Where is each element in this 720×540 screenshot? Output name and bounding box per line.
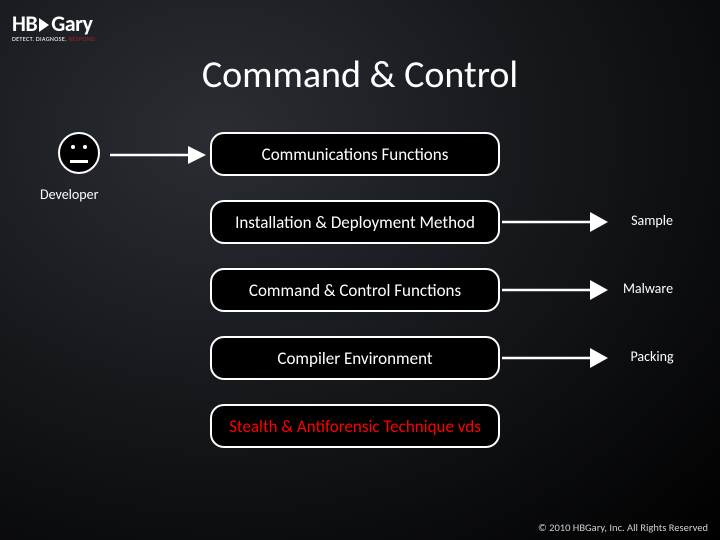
node-cc-functions: Command & Control Functions [210, 268, 500, 312]
logo-text-left: HB [12, 10, 37, 37]
node-compiler: Compiler Environment [210, 336, 500, 380]
tagline-diagnose: DIAGNOSE. [36, 35, 67, 43]
logo-text-right: Gary [51, 10, 92, 37]
node-communications: Communications Functions [210, 132, 500, 176]
node-stealth: Stealth & Antiforensic Technique vds [210, 404, 500, 448]
arrow-to-sample [500, 207, 610, 237]
developer-face-icon [58, 132, 100, 174]
node-label: Installation & Deployment Method [235, 212, 475, 233]
node-installation: Installation & Deployment Method [210, 200, 500, 244]
node-label: Stealth & Antiforensic Technique vds [229, 416, 481, 437]
arrow-to-packing [500, 343, 610, 373]
arrow-to-malware [500, 275, 610, 305]
logo: HB Gary DETECT. DIAGNOSE. RESPOND. [12, 10, 97, 43]
label-packing: Packing [612, 348, 692, 365]
label-malware: Malware [608, 280, 688, 297]
label-sample: Sample [612, 212, 692, 229]
arrow-developer-to-nodes [108, 140, 208, 170]
page-title: Command & Control [0, 52, 720, 98]
tagline-detect: DETECT. [12, 35, 34, 43]
tagline-respond: RESPOND. [69, 35, 97, 43]
node-label: Communications Functions [262, 144, 449, 165]
footer-copyright: © 2010 HBGary, Inc. All Rights Reserved [538, 521, 708, 534]
developer-label: Developer [40, 186, 98, 203]
node-label: Compiler Environment [277, 348, 432, 369]
logo-tagline: DETECT. DIAGNOSE. RESPOND. [12, 35, 97, 43]
node-label: Command & Control Functions [249, 280, 461, 301]
logo-wordmark: HB Gary [12, 10, 97, 37]
play-icon [39, 18, 49, 32]
